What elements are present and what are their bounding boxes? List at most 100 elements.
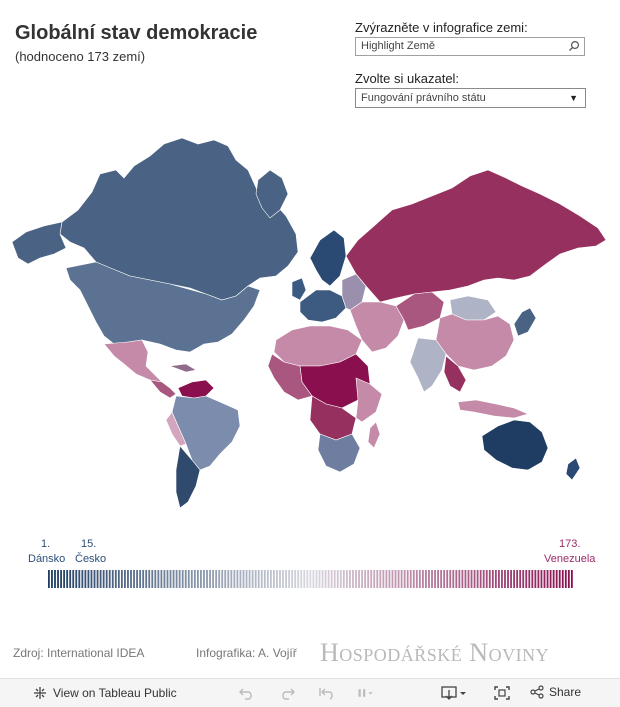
rank-strip-bar[interactable] — [136, 570, 138, 588]
rank-strip-bar[interactable] — [558, 570, 561, 588]
rank-strip-bar[interactable] — [139, 570, 142, 588]
rank-strip-bar[interactable] — [403, 570, 406, 588]
rank-strip-bar[interactable] — [339, 570, 342, 588]
rank-strip-bar[interactable] — [69, 570, 72, 588]
rank-strip-bar[interactable] — [406, 570, 409, 588]
rank-strip-bar[interactable] — [212, 570, 214, 588]
rank-strip-bar[interactable] — [72, 570, 75, 588]
rank-strip-bar[interactable] — [230, 570, 233, 588]
rank-strip-bar[interactable] — [555, 570, 558, 588]
map-country-russia[interactable] — [345, 169, 607, 303]
rank-strip-bar[interactable] — [564, 570, 567, 588]
rank-strip-bar[interactable] — [175, 570, 178, 588]
rank-strip-bar[interactable] — [209, 570, 211, 588]
rank-strip-bar[interactable] — [355, 570, 357, 588]
map-country-india[interactable] — [409, 337, 447, 393]
rank-strip-bar[interactable] — [446, 570, 449, 588]
map-region-japan-korea[interactable] — [513, 307, 537, 337]
rank-strip-bar[interactable] — [260, 570, 263, 588]
map-region-caribbean[interactable] — [169, 363, 197, 373]
rank-strip-bar[interactable] — [534, 570, 537, 588]
rank-strip-bar[interactable] — [203, 570, 205, 588]
highlight-country-search[interactable]: Highlight Země — [355, 37, 585, 56]
rank-strip-bar[interactable] — [172, 570, 175, 588]
rank-strip-bar[interactable] — [370, 570, 373, 588]
rank-strip-bar[interactable] — [117, 570, 120, 588]
rank-strip-bar[interactable] — [288, 570, 291, 588]
rank-strip-bar[interactable] — [224, 570, 227, 588]
rank-strip-bar[interactable] — [409, 570, 412, 588]
fullscreen-icon[interactable] — [493, 685, 511, 701]
rank-strip-bar[interactable] — [467, 570, 470, 588]
rank-strip-bar[interactable] — [285, 570, 287, 588]
rank-strip-bar[interactable] — [63, 570, 66, 588]
rank-strip-bar[interactable] — [513, 570, 516, 588]
rank-strip-bar[interactable] — [364, 570, 367, 588]
rank-strip-bar[interactable] — [276, 570, 278, 588]
rank-strip-bar[interactable] — [519, 570, 522, 588]
rank-strip-bar[interactable] — [504, 570, 506, 588]
rank-strip-bar[interactable] — [54, 570, 56, 588]
download-icon[interactable] — [440, 685, 468, 701]
rank-strip-bar[interactable] — [169, 570, 172, 588]
rank-strip-bar[interactable] — [300, 570, 303, 588]
rank-strip-bar[interactable] — [269, 570, 272, 588]
rank-strip-bar[interactable] — [166, 570, 169, 588]
rank-strip-bar[interactable] — [193, 570, 196, 588]
rank-strip-bar[interactable] — [181, 570, 184, 588]
rank-strip-bar[interactable] — [93, 570, 96, 588]
rank-strip-bar[interactable] — [428, 570, 430, 588]
map-region-middle-east[interactable] — [349, 301, 405, 353]
map-country-greenland[interactable] — [255, 169, 289, 219]
rank-strip-bar[interactable] — [415, 570, 418, 588]
rank-strip-bar[interactable] — [352, 570, 354, 588]
rank-strip-bar[interactable] — [525, 570, 528, 588]
rank-strip-bar[interactable] — [376, 570, 379, 588]
rank-strip-bar[interactable] — [282, 570, 284, 588]
rank-strip-bar[interactable] — [263, 570, 266, 588]
rank-strip-bar[interactable] — [251, 570, 254, 588]
rank-strip-bar[interactable] — [78, 570, 81, 588]
rank-strip-bar[interactable] — [190, 570, 193, 588]
rank-strip-bar[interactable] — [449, 570, 452, 588]
rank-strip-bar[interactable] — [434, 570, 436, 588]
undo-icon[interactable] — [238, 685, 256, 701]
rank-strip-bar[interactable] — [221, 570, 224, 588]
rank-strip-bar[interactable] — [239, 570, 242, 588]
rank-strip-bar[interactable] — [549, 570, 552, 588]
rank-strip-bar[interactable] — [494, 570, 497, 588]
rank-strip-bar[interactable] — [488, 570, 491, 588]
rank-strip-bar[interactable] — [312, 570, 315, 588]
map-region-central-asia[interactable] — [395, 291, 445, 331]
rank-strip-bar[interactable] — [443, 570, 446, 588]
rank-strip-bar[interactable] — [75, 570, 78, 588]
rank-strip-bar[interactable] — [254, 570, 257, 588]
rank-strip-bar[interactable] — [516, 570, 519, 588]
rank-strip-bar[interactable] — [105, 570, 108, 588]
map-country-mexico[interactable] — [103, 339, 163, 383]
map-country-new-zealand[interactable] — [565, 457, 581, 481]
rank-strip-bar[interactable] — [57, 570, 59, 588]
rank-strip-bar[interactable] — [303, 570, 306, 588]
rank-strip-bar[interactable] — [108, 570, 111, 588]
map-region-southern-africa[interactable] — [317, 433, 361, 473]
rank-strip-bar[interactable] — [482, 570, 485, 588]
rank-strip-bar[interactable] — [227, 570, 230, 588]
map-region-west-africa[interactable] — [267, 353, 313, 401]
rank-strip-bar[interactable] — [248, 570, 251, 588]
map-region-scandinavia[interactable] — [309, 229, 347, 287]
rank-strip-bar[interactable] — [479, 570, 482, 588]
rank-strip-bar[interactable] — [245, 570, 248, 588]
rank-strip-bar[interactable] — [379, 570, 382, 588]
rank-strip-bar[interactable] — [333, 570, 336, 588]
rank-strip-bar[interactable] — [206, 570, 208, 588]
rank-strip-bar[interactable] — [461, 570, 464, 588]
rank-strip-bar[interactable] — [391, 570, 394, 588]
rank-strip-bar[interactable] — [81, 570, 84, 588]
map-country-venezuela[interactable] — [177, 379, 215, 399]
rank-strip-bar[interactable] — [458, 570, 461, 588]
rank-strip-bar[interactable] — [324, 570, 327, 588]
rank-strip-bar[interactable] — [485, 570, 488, 588]
rank-strip-bar[interactable] — [215, 570, 218, 588]
rank-strip-bar[interactable] — [291, 570, 294, 588]
